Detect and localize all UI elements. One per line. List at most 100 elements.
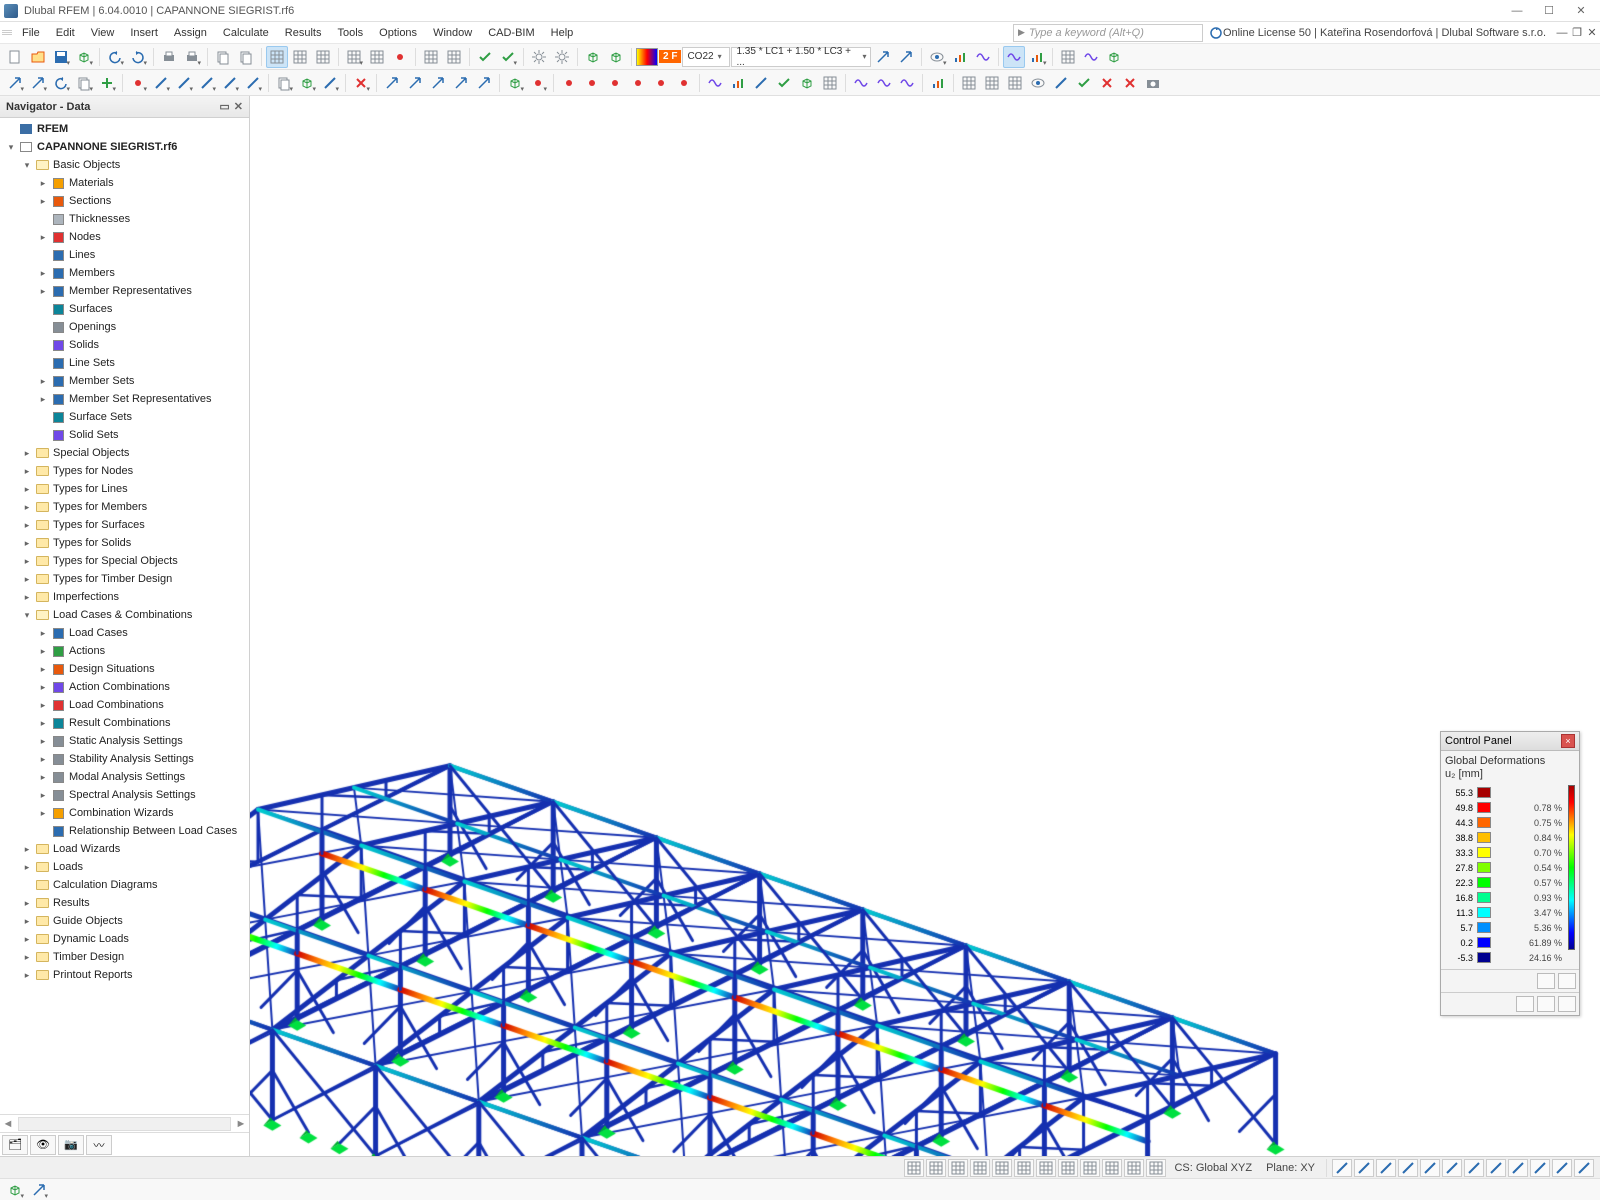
tree-twisty-icon[interactable]: ▸ bbox=[36, 394, 50, 405]
plausibility-button[interactable] bbox=[497, 46, 519, 68]
status-tool-vec[interactable] bbox=[1442, 1159, 1462, 1177]
divide-button[interactable] bbox=[319, 72, 341, 94]
navigator-hscroll[interactable]: ◄ ► bbox=[0, 1114, 249, 1132]
tree-item-special-objects[interactable]: ▸Special Objects bbox=[0, 444, 249, 462]
tree-item-solid-sets[interactable]: Solid Sets bbox=[0, 426, 249, 444]
tree-item-members[interactable]: ▸Members bbox=[0, 264, 249, 282]
tree-twisty-icon[interactable]: ▸ bbox=[20, 952, 34, 963]
tree-twisty-icon[interactable]: ▾ bbox=[20, 160, 34, 171]
snap-end-button[interactable] bbox=[558, 72, 580, 94]
status-toggle-cs[interactable] bbox=[1036, 1159, 1056, 1177]
tree-twisty-icon[interactable]: ▸ bbox=[36, 736, 50, 747]
color-scale-button[interactable] bbox=[636, 48, 658, 66]
navigator-dock-button[interactable]: ▭ bbox=[219, 100, 229, 113]
save-file-button[interactable] bbox=[50, 46, 72, 68]
tree-item-design-situations[interactable]: ▸Design Situations bbox=[0, 660, 249, 678]
status-tool-arc[interactable] bbox=[1376, 1159, 1396, 1177]
tree-twisty-icon[interactable]: ▸ bbox=[36, 718, 50, 729]
model-check-button[interactable] bbox=[474, 46, 496, 68]
nav-tab-views[interactable]: 📷 bbox=[58, 1135, 84, 1155]
result-design-button[interactable] bbox=[773, 72, 795, 94]
cp-tool-1[interactable] bbox=[1537, 973, 1555, 989]
tree-item-results[interactable]: ▸Results bbox=[0, 894, 249, 912]
results-values-button[interactable] bbox=[949, 46, 971, 68]
misc-del-button[interactable] bbox=[1119, 72, 1141, 94]
show-sections-button[interactable] bbox=[366, 46, 388, 68]
tree-item-spectral-analysis-settings[interactable]: ▸Spectral Analysis Settings bbox=[0, 786, 249, 804]
tree-item-calculation-diagrams[interactable]: Calculation Diagrams bbox=[0, 876, 249, 894]
navigator-button[interactable] bbox=[420, 46, 442, 68]
tree-item-member-sets[interactable]: ▸Member Sets bbox=[0, 372, 249, 390]
tree-twisty-icon[interactable]: ▸ bbox=[36, 646, 50, 657]
member-result-button[interactable] bbox=[896, 72, 918, 94]
combo-co[interactable]: CO22 bbox=[682, 47, 730, 67]
combo-loadcase[interactable]: 1.35 * LC1 + 1.50 * LC3 + ... bbox=[731, 47, 871, 67]
paste-button[interactable] bbox=[235, 46, 257, 68]
copy-button[interactable] bbox=[212, 46, 234, 68]
tree-twisty-icon[interactable]: ▸ bbox=[20, 520, 34, 531]
menu-assign[interactable]: Assign bbox=[166, 24, 215, 42]
new-line-button[interactable] bbox=[150, 72, 172, 94]
tree-twisty-icon[interactable]: ▸ bbox=[20, 844, 34, 855]
tree-twisty-icon[interactable]: ▸ bbox=[20, 502, 34, 513]
extrude-button[interactable] bbox=[296, 72, 318, 94]
tree-twisty-icon[interactable]: ▸ bbox=[36, 682, 50, 693]
tree-twisty-icon[interactable]: ▸ bbox=[20, 484, 34, 495]
status-toggle-sec[interactable] bbox=[1080, 1159, 1100, 1177]
tool-move[interactable] bbox=[27, 72, 49, 94]
result-strain-button[interactable] bbox=[750, 72, 772, 94]
snap-perp-button[interactable] bbox=[604, 72, 626, 94]
view-iso-button[interactable] bbox=[4, 1179, 26, 1200]
load-node-button[interactable] bbox=[381, 72, 403, 94]
lc-next-button[interactable] bbox=[895, 46, 917, 68]
sync-icon[interactable] bbox=[1209, 26, 1223, 40]
tree-twisty-icon[interactable]: ▸ bbox=[36, 772, 50, 783]
tree-twisty-icon[interactable]: ▸ bbox=[36, 808, 50, 819]
misc-tables-button[interactable] bbox=[958, 72, 980, 94]
tree-item-printout-reports[interactable]: ▸Printout Reports bbox=[0, 966, 249, 984]
cp-tab-3[interactable] bbox=[1558, 996, 1576, 1012]
animate-button[interactable] bbox=[1080, 46, 1102, 68]
view-wireframe-button[interactable] bbox=[266, 46, 288, 68]
menu-calculate[interactable]: Calculate bbox=[215, 24, 277, 42]
tree-item-modal-analysis-settings[interactable]: ▸Modal Analysis Settings bbox=[0, 768, 249, 786]
tree-twisty-icon[interactable]: ▸ bbox=[36, 232, 50, 243]
tree-project[interactable]: ▾CAPANNONE SIEGRIST.rf6 bbox=[0, 138, 249, 156]
status-toggle-grid[interactable] bbox=[904, 1159, 924, 1177]
misc-console-button[interactable] bbox=[981, 72, 1003, 94]
misc-cam2-button[interactable] bbox=[1142, 72, 1164, 94]
menu-tools[interactable]: Tools bbox=[329, 24, 371, 42]
tree-item-types-for-surfaces[interactable]: ▸Types for Surfaces bbox=[0, 516, 249, 534]
result-support-forces-button[interactable] bbox=[796, 72, 818, 94]
minimize-button[interactable]: — bbox=[1502, 3, 1532, 19]
control-panel-close-button[interactable]: × bbox=[1561, 734, 1575, 748]
status-toggle-sup[interactable] bbox=[1102, 1159, 1122, 1177]
tree-root-rfem[interactable]: RFEM bbox=[0, 120, 249, 138]
tree-twisty-icon[interactable]: ▸ bbox=[20, 934, 34, 945]
tree-item-dynamic-loads[interactable]: ▸Dynamic Loads bbox=[0, 930, 249, 948]
menu-insert[interactable]: Insert bbox=[122, 24, 166, 42]
table-button[interactable] bbox=[443, 46, 465, 68]
status-toggle-num[interactable] bbox=[1124, 1159, 1144, 1177]
menu-cad-bim[interactable]: CAD-BIM bbox=[480, 24, 542, 42]
tree-item-basic-objects[interactable]: ▾Basic Objects bbox=[0, 156, 249, 174]
load-line-button[interactable] bbox=[404, 72, 426, 94]
status-tool-pt[interactable] bbox=[1398, 1159, 1418, 1177]
tree-item-load-wizards[interactable]: ▸Load Wizards bbox=[0, 840, 249, 858]
misc-find-button[interactable] bbox=[1027, 72, 1049, 94]
result-stress-button[interactable] bbox=[727, 72, 749, 94]
tree-item-member-representatives[interactable]: ▸Member Representatives bbox=[0, 282, 249, 300]
tree-item-solids[interactable]: Solids bbox=[0, 336, 249, 354]
scroll-track[interactable] bbox=[18, 1117, 231, 1131]
block-manager-button[interactable] bbox=[73, 46, 95, 68]
results-on-button[interactable] bbox=[926, 46, 948, 68]
tree-twisty-icon[interactable]: ▸ bbox=[36, 196, 50, 207]
cp-tab-2[interactable] bbox=[1537, 996, 1555, 1012]
mdi-minimize-button[interactable]: — bbox=[1556, 27, 1568, 39]
status-toggle-plane[interactable] bbox=[992, 1159, 1012, 1177]
new-file-button[interactable] bbox=[4, 46, 26, 68]
tree-item-sections[interactable]: ▸Sections bbox=[0, 192, 249, 210]
tree-twisty-icon[interactable]: ▸ bbox=[20, 466, 34, 477]
tree-twisty-icon[interactable]: ▸ bbox=[36, 628, 50, 639]
misc-warn-button[interactable] bbox=[1096, 72, 1118, 94]
